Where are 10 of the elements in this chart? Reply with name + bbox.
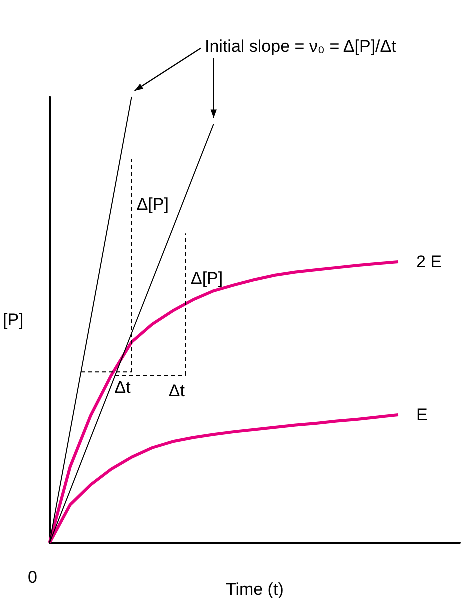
series-label: E	[416, 406, 428, 424]
annotation: Δ[P]	[136, 195, 169, 214]
text: 0	[28, 568, 38, 587]
annotation: Δt	[114, 378, 132, 398]
text: Initial slope = ν₀ = Δ[P]/Δt	[205, 37, 397, 56]
y-axis-title: [P]	[2, 310, 24, 330]
annotation: Δt	[168, 381, 186, 400]
annotation: Δ[P]	[190, 269, 224, 288]
series-label: 2 E	[416, 252, 442, 272]
x-axis-title: Time (t)	[226, 580, 284, 599]
